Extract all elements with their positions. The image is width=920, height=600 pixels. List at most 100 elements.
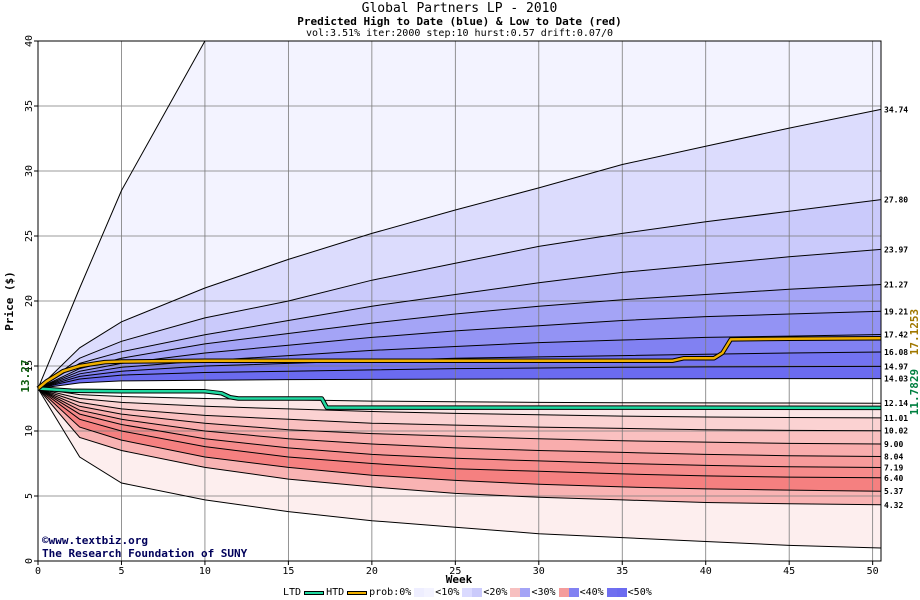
- legend-band-label: <30%: [531, 587, 556, 598]
- level-label: 9.00: [884, 440, 903, 449]
- probability-curve: [37, 388, 882, 468]
- probability-curve: [37, 388, 882, 479]
- legend-ltd-label: LTD: [283, 587, 302, 598]
- high-band: [38, 109, 881, 389]
- start-price-label: 13.27: [19, 359, 32, 392]
- y-tick-label: 0: [24, 558, 35, 564]
- x-tick-label: 35: [616, 566, 628, 577]
- y-tick-label: 30: [24, 165, 35, 177]
- x-axis-label: Week: [446, 573, 473, 586]
- high-band: [38, 199, 881, 389]
- y-tick-label: 10: [24, 425, 35, 437]
- y-tick-label: 15: [24, 360, 35, 372]
- x-tick-label: 30: [533, 566, 545, 577]
- ltd-value-label: 11.7829: [908, 369, 920, 415]
- chart-title: Global Partners LP - 2010: [361, 1, 558, 16]
- x-tick-label: 50: [867, 566, 879, 577]
- probability-curve: [37, 388, 882, 445]
- high-band: [38, 334, 881, 389]
- level-label: 8.04: [884, 452, 903, 461]
- low-band: [38, 388, 881, 505]
- high-band: [38, 41, 881, 389]
- htd-ltd-paths: [36, 336, 882, 411]
- x-tick-label: 15: [282, 566, 294, 577]
- y-tick-label: 35: [24, 100, 35, 112]
- level-label: 12.14: [884, 399, 908, 408]
- low-band: [38, 388, 881, 457]
- x-tick-label: 10: [199, 566, 211, 577]
- probability-curve: [37, 248, 882, 389]
- legend-band-label: <10%: [435, 587, 460, 598]
- legend-band-label: <20%: [483, 587, 508, 598]
- probability-curve: [37, 388, 882, 492]
- low-band: [38, 388, 881, 418]
- legend-prob-label: prob:0%: [369, 587, 412, 598]
- credits: ©www.textbiz.org The Research Foundation…: [42, 534, 247, 560]
- legend-band-swatch: [462, 588, 483, 597]
- chart-subtitle: Predicted High to Date (blue) & Low to D…: [297, 15, 622, 28]
- level-label: 14.03: [884, 375, 908, 384]
- probability-curve: [37, 199, 882, 389]
- htd-value-label: 17.1253: [908, 309, 920, 355]
- level-label: 19.21: [884, 307, 908, 316]
- x-tick-label: 45: [783, 566, 795, 577]
- low-band: [38, 388, 881, 444]
- x-tick-label: 40: [700, 566, 712, 577]
- probability-bands: [38, 41, 881, 561]
- y-tick-label: 20: [24, 295, 35, 307]
- high-band: [38, 249, 881, 389]
- legend-band-swatch: [606, 588, 627, 597]
- legend-htd-label: HTD: [326, 587, 345, 598]
- y-axis-ticks: 0 5 10 15 20 25 30 35 40: [24, 35, 38, 564]
- level-label: 14.97: [884, 362, 908, 371]
- level-label: 6.40: [884, 474, 903, 483]
- probability-curve: [37, 108, 882, 389]
- level-label: 23.97: [884, 245, 908, 254]
- level-label: 16.08: [884, 348, 908, 357]
- high-band: [38, 311, 881, 389]
- level-label: 27.80: [884, 196, 908, 205]
- legend-band-swatch: [414, 588, 435, 597]
- grid-lines: [38, 41, 881, 561]
- level-label: 10.02: [884, 427, 908, 436]
- chart-title-block: Global Partners LP - 2010 Predicted High…: [38, 1, 881, 40]
- low-band: [38, 388, 881, 548]
- x-tick-label: 25: [449, 566, 461, 577]
- probability-curve: [37, 388, 882, 419]
- low-band: [38, 388, 881, 478]
- legend-htd-swatch: [347, 590, 368, 595]
- credits-website[interactable]: ©www.textbiz.org: [42, 534, 148, 547]
- y-axis-label: Price ($): [3, 271, 16, 331]
- htd-path: [37, 337, 882, 390]
- y-tick-label: 40: [24, 35, 35, 47]
- level-label: 34.74: [884, 105, 908, 114]
- probability-curve: [37, 388, 882, 432]
- y-tick-label: 25: [24, 230, 35, 242]
- probability-curve: [37, 388, 882, 404]
- high-band: [38, 284, 881, 389]
- low-band: [38, 388, 881, 492]
- level-label: 5.37: [884, 487, 903, 496]
- probability-curve: [37, 310, 882, 389]
- credits-org: The Research Foundation of SUNY: [42, 547, 248, 560]
- level-label: 7.19: [884, 464, 903, 473]
- x-tick-label: 5: [118, 566, 124, 577]
- chart-params: vol:3.51% iter:2000 step:10 hurst:0.57 d…: [305, 28, 614, 39]
- probability-curve: [37, 388, 882, 506]
- legend-band-label: <40%: [579, 587, 604, 598]
- level-labels: 34.74 27.80 23.97 21.27 19.21 17.42 16.08 14.97…: [884, 105, 908, 509]
- low-band: [38, 388, 881, 431]
- probability-curve: [37, 388, 882, 549]
- level-label: 17.42: [884, 331, 908, 340]
- level-label: 21.27: [884, 280, 908, 289]
- probability-curve: [37, 378, 881, 389]
- level-label: 4.32: [884, 501, 903, 510]
- legend: LTD HTD prob:0% <10% <20% <30% <40% <50%: [283, 587, 653, 598]
- probability-curve: [37, 388, 882, 457]
- x-axis-ticks: 0 5 10 15 20 25 30 35 40 45 50: [35, 561, 879, 577]
- probability-curve: [37, 334, 882, 389]
- low-band: [38, 388, 881, 468]
- probability-curve: [37, 365, 882, 389]
- ltd-path: [37, 387, 882, 410]
- legend-ltd-swatch: [304, 590, 325, 595]
